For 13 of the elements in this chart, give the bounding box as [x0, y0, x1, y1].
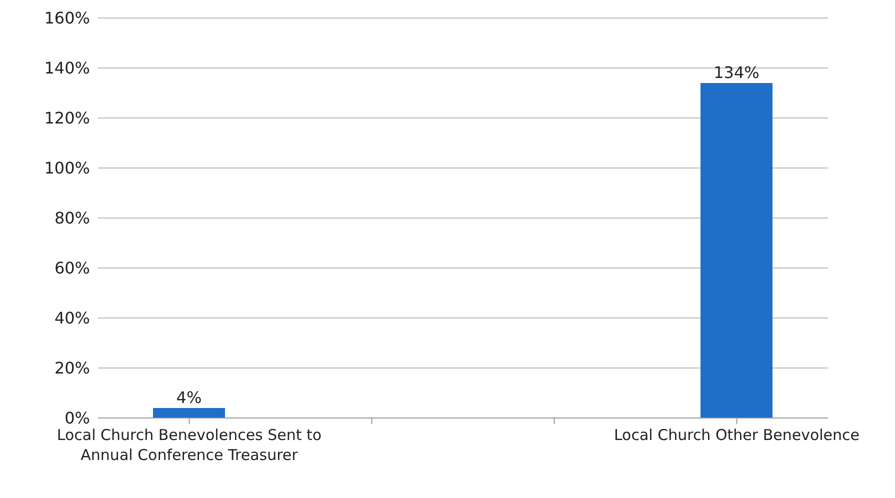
x-tick-label: Local Church Benevolences Sent to Annual Conference Treasurer	[56, 426, 322, 464]
y-tick-label: 20%	[54, 358, 90, 378]
data-label: 4%	[176, 388, 202, 407]
y-tick-label: 80%	[54, 208, 90, 228]
y-tick-label: 140%	[44, 58, 90, 78]
y-tick-label: 100%	[44, 158, 90, 178]
data-label: 134%	[714, 63, 760, 82]
y-tick-label: 160%	[44, 8, 90, 28]
y-tick-label: 0%	[64, 408, 90, 428]
y-tick-label: 60%	[54, 258, 90, 278]
y-tick-label: 120%	[44, 108, 90, 128]
y-tick-label: 40%	[54, 308, 90, 328]
x-tick-label: Local Church Other Benevolence	[614, 426, 860, 444]
